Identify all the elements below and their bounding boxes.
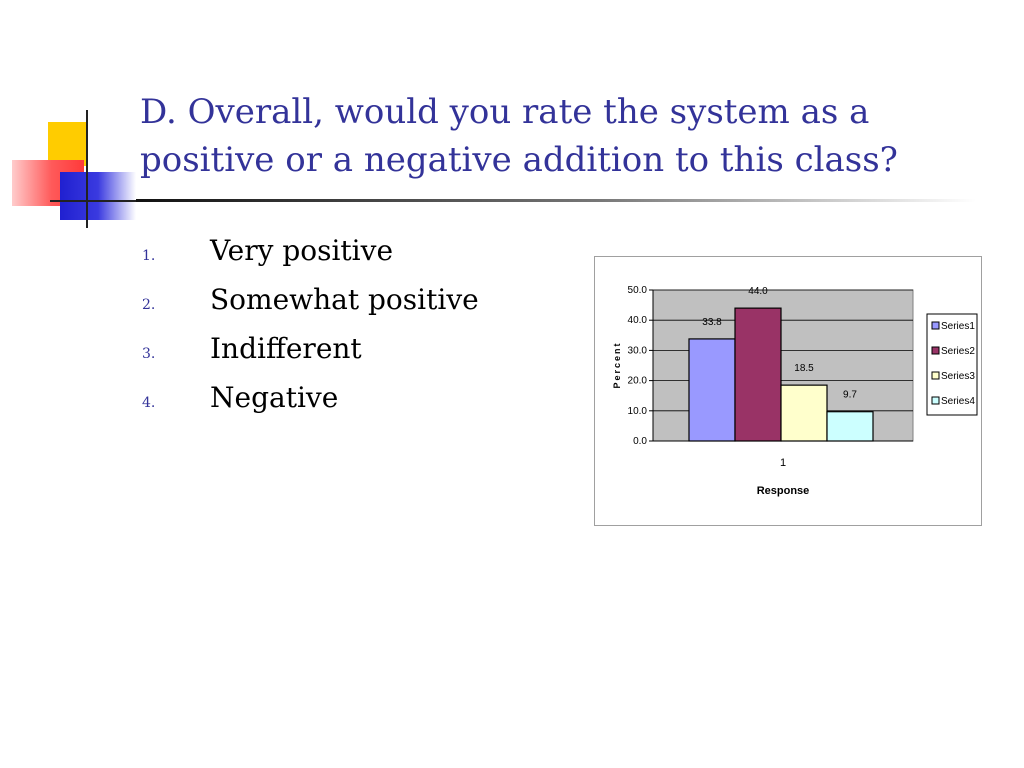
option-number: 3. [142, 346, 156, 362]
horizontal-line [50, 200, 140, 202]
slide-title: D. Overall, would you rate the system as… [140, 88, 1010, 184]
option-text: Very positive [210, 234, 394, 267]
data-label: 18.5 [794, 363, 814, 374]
yellow-square [48, 122, 86, 166]
option-text: Indifferent [210, 332, 362, 365]
option-number: 1. [142, 248, 156, 264]
legend-label: Series4 [941, 396, 975, 407]
legend-label: Series2 [941, 346, 975, 357]
legend-swatch [931, 396, 940, 405]
bar-series1 [688, 338, 736, 442]
title-line: positive or a negative addition to this … [140, 140, 898, 180]
data-label: 9.7 [843, 390, 857, 401]
bar-chart: 0.0 10.0 20.0 30.0 40.0 50.0 33.8 44.0 18.5 9.7 1 R… [594, 256, 982, 526]
bar-series2 [734, 307, 782, 442]
x-axis-title: Response [757, 485, 810, 497]
vertical-line [86, 110, 88, 228]
option-text: Negative [210, 381, 339, 414]
y-tick-label: 40.0 [628, 315, 648, 326]
y-tick-label: 0.0 [633, 436, 647, 447]
title-line: D. Overall, would you rate the system as… [140, 92, 870, 132]
y-tick-label: 50.0 [628, 285, 648, 296]
decorative-squares [0, 0, 140, 240]
data-label: 33.8 [702, 317, 722, 328]
chart-svg: 0.0 10.0 20.0 30.0 40.0 50.0 33.8 44.0 18.5 9.7 1 R… [612, 285, 978, 497]
y-tick-label: 10.0 [628, 406, 648, 417]
legend-swatch [931, 321, 940, 330]
option-text: Somewhat positive [210, 283, 479, 316]
y-tick-label: 20.0 [628, 376, 648, 387]
bar-series4 [826, 411, 874, 442]
option-number: 2. [142, 297, 156, 313]
bar-series3 [780, 384, 828, 442]
legend-label: Series3 [941, 371, 975, 382]
y-axis-title: Percent [612, 341, 622, 388]
x-category-label: 1 [780, 457, 786, 469]
option-number: 4. [142, 395, 156, 411]
y-tick-label: 30.0 [628, 345, 648, 356]
legend-label: Series1 [941, 321, 975, 332]
blue-square [60, 172, 136, 220]
legend-swatch [931, 346, 940, 355]
data-label: 44.0 [748, 286, 768, 297]
legend-swatch [931, 371, 940, 380]
title-underline [136, 199, 976, 202]
